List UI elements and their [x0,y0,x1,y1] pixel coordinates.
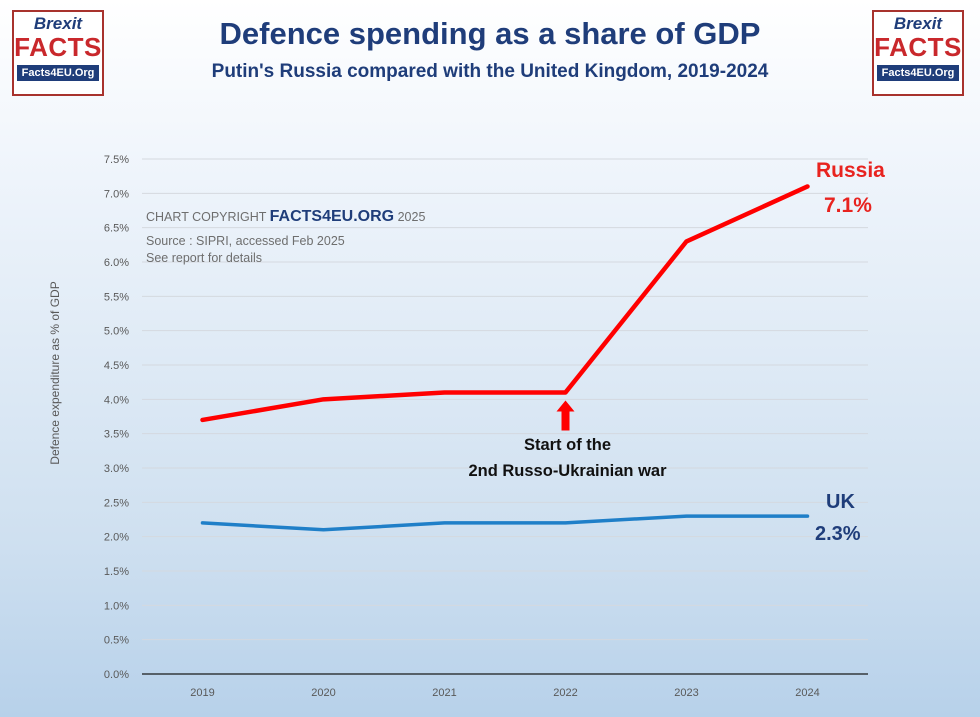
chart-subtitle: Putin's Russia compared with the United … [211,61,769,82]
logo-line2: FACTS [14,32,102,62]
x-tick-label: 2023 [674,687,698,699]
y-tick-label: 6.0% [104,257,129,269]
grid-lines [142,158,868,675]
war-start-arrow [556,400,575,431]
y-tick-label: 7.0% [104,188,129,200]
y-tick-label: 0.0% [104,669,129,681]
x-tick-labels: 2019 2020 2021 2022 2023 2024 [190,687,819,699]
y-tick-label: 7.5% [104,154,129,166]
y-tick-label: 5.0% [104,326,129,338]
x-tick-label: 2024 [795,687,819,699]
copyright-prefix: CHART COPYRIGHT [146,210,270,224]
y-tick-label: 4.5% [104,360,129,372]
logo-line1: Brexit [33,14,83,33]
y-tick-label: 1.5% [104,566,129,578]
chart-title: Defence spending as a share of GDP [219,16,761,51]
logo-line2: FACTS [874,32,962,62]
report-note: See report for details [146,251,263,265]
copyright-year: 2025 [394,210,426,224]
y-axis-label: Defence expenditure as % of GDP [48,281,62,464]
y-tick-label: 1.0% [104,600,129,612]
x-tick-label: 2022 [553,687,577,699]
russia-value-label: 7.1% [824,194,872,217]
y-tick-label: 2.0% [104,532,129,544]
russia-line [200,184,810,423]
x-tick-label: 2021 [432,687,456,699]
uk-value-label: 2.3% [815,523,861,545]
y-tick-label: 0.5% [104,635,129,647]
up-arrow-icon [556,400,575,431]
war-annotation: Start of the 2nd Russo-Ukrainian war [400,432,735,484]
x-tick-label: 2020 [311,687,335,699]
copyright-brand: FACTS4EU.ORG [269,208,395,225]
x-tick-label: 2019 [190,687,214,699]
y-tick-label: 3.5% [104,429,129,441]
y-tick-label: 3.0% [104,463,129,475]
series-lines [200,184,810,532]
y-tick-label: 5.5% [104,291,129,303]
annotation-line1: Start of the [523,436,612,454]
y-tick-labels: 0.0% 0.5% 1.0% 1.5% 2.0% 2.5% 3.0% 3.5% 4.0% 4.5%… [104,154,129,681]
y-tick-label: 2.5% [104,497,129,509]
uk-line [200,514,810,532]
copyright-line: CHART COPYRIGHT FACTS4EU.ORG 2025 [146,208,425,226]
brexit-facts-logo: Brexit FACTS Facts4EU.Org [12,10,104,96]
annotation-line2: 2nd Russo-Ukrainian war [468,462,667,480]
source-note: Source : SIPRI, accessed Feb 2025 [146,234,345,248]
logo-line3: Facts4EU.Org [16,65,100,81]
uk-series-label: UK [826,491,855,513]
logo-line3: Facts4EU.Org [876,65,960,81]
logo-line1: Brexit [893,14,943,33]
y-tick-label: 4.0% [104,394,129,406]
y-tick-label: 6.5% [104,223,129,235]
brexit-facts-logo-right: Brexit FACTS Facts4EU.Org [872,10,964,96]
russia-series-label: Russia [816,159,885,182]
